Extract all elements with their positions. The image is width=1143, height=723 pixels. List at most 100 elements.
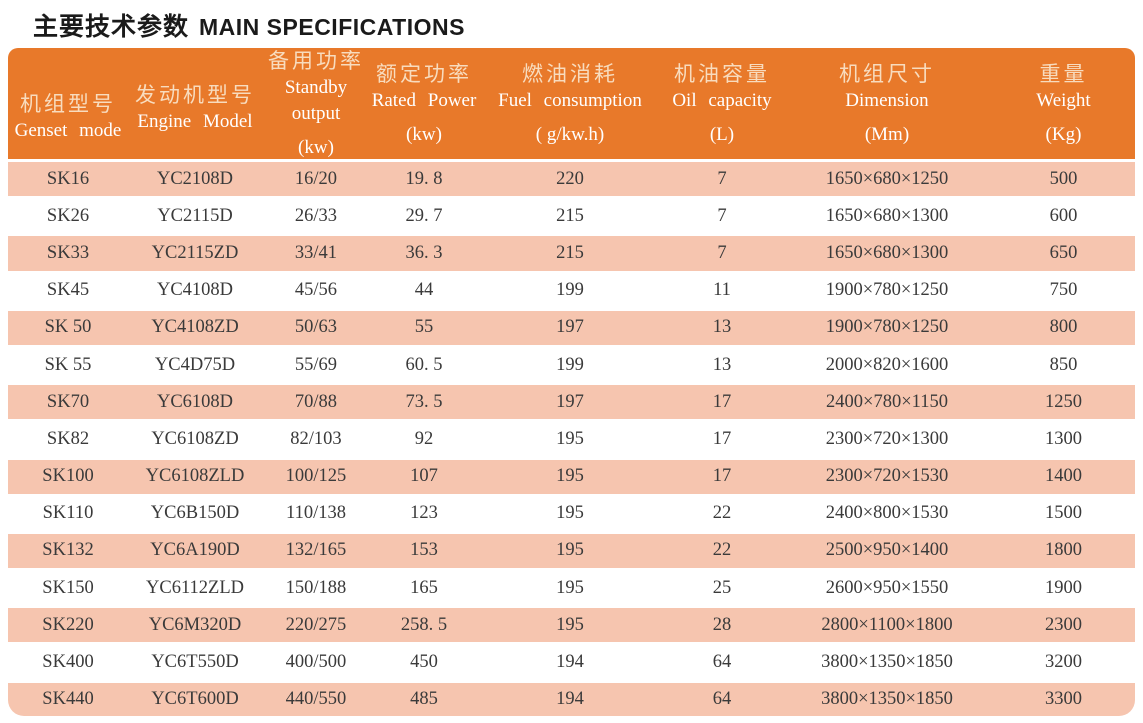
column-header-en: Genset mode bbox=[14, 120, 122, 141]
table-cell: 45/56 bbox=[294, 280, 338, 301]
table-cell: 1900×780×1250 bbox=[825, 280, 949, 301]
column-header: 机组尺寸 Dimension (Mm) bbox=[782, 48, 992, 161]
table-cell: YC6M320D bbox=[128, 605, 262, 646]
table-cell: 750 bbox=[1049, 280, 1078, 301]
table-cell: 19. 8 bbox=[370, 158, 478, 200]
table-row: SK150 YC6112ZLD 150/188 165 195 25 2600×950×15… bbox=[8, 570, 1135, 607]
column-header-en: Oil capacity bbox=[672, 90, 772, 111]
table-cell: SK132 bbox=[8, 530, 128, 572]
table-head: 机组型号 Genset mode 发动机型号 Engine Model 备用功率 Stan… bbox=[8, 48, 1135, 161]
table-cell: 197 bbox=[478, 307, 662, 348]
table-row: SK 55 YC4D75D 55/69 60. 5 199 13 2000×820×1600… bbox=[8, 346, 1135, 383]
table-row: SK100 YC6108ZLD 100/125 107 195 17 2300×720×15… bbox=[8, 456, 1135, 497]
column-header-content: 机组尺寸 Dimension (Mm) bbox=[782, 61, 992, 146]
table-body: SK16 YC2108D 16/20 19. 8 220 7 1650×680×1250 50… bbox=[8, 158, 1135, 716]
table-cell: 132/165 bbox=[262, 530, 370, 572]
table-cell: 1250 bbox=[992, 382, 1135, 423]
table-cell: 1650×680×1300 bbox=[825, 205, 949, 226]
column-header-unit: (kw) bbox=[406, 124, 442, 145]
table-cell: 197 bbox=[478, 382, 662, 423]
table-cell: 199 bbox=[556, 354, 584, 375]
table-cell: 3800×1350×1850 bbox=[782, 679, 992, 716]
table-cell: 26/33 bbox=[294, 205, 338, 226]
table-cell: YC6108ZLD bbox=[128, 456, 262, 497]
table-cell: 195 bbox=[478, 605, 662, 646]
table-row: SK132 YC6A190D 132/165 153 195 22 2500×950×140… bbox=[8, 530, 1135, 572]
table-row: SK26 YC2115D 26/33 29. 7 215 7 1650×680×1300 60… bbox=[8, 198, 1135, 235]
column-header-content: 重量 Weight (Kg) bbox=[992, 61, 1135, 146]
table-cell: SK400 bbox=[42, 652, 94, 673]
column-header-zh: 机组型号 bbox=[20, 92, 116, 116]
page-title-en: MAIN SPECIFICATIONS bbox=[199, 14, 465, 40]
table-row: SK16 YC2108D 16/20 19. 8 220 7 1650×680×1250 50… bbox=[8, 158, 1135, 200]
table-cell: 1900 bbox=[1045, 577, 1082, 598]
table-cell: SK26 bbox=[46, 205, 90, 226]
table-cell: 194 bbox=[478, 679, 662, 716]
table-cell: 17 bbox=[662, 456, 782, 497]
table-cell: SK70 bbox=[8, 382, 128, 423]
table-cell: YC4D75D bbox=[154, 354, 236, 375]
column-header-en: Weight bbox=[1036, 90, 1091, 111]
table-cell: YC6108D bbox=[128, 382, 262, 423]
table-cell: 400/500 bbox=[285, 652, 347, 673]
table-cell: 64 bbox=[712, 652, 732, 673]
table-cell: 220 bbox=[478, 158, 662, 200]
table-cell: 258. 5 bbox=[370, 605, 478, 646]
table-cell: YC2115D bbox=[157, 205, 233, 226]
table-cell: YC4108D bbox=[156, 280, 234, 301]
column-header-content: 额定功率 Rated Power (kw) bbox=[370, 61, 478, 146]
column-header-zh: 燃油消耗 bbox=[522, 62, 618, 86]
table-row: SK440 YC6T600D 440/550 485 194 64 3800×1350×18… bbox=[8, 679, 1135, 716]
table-cell: 50/63 bbox=[262, 307, 370, 348]
column-header-unit: (Kg) bbox=[1045, 124, 1082, 145]
table-cell: 2400×780×1150 bbox=[782, 382, 992, 423]
table-cell: 22 bbox=[662, 530, 782, 572]
column-header: 发动机型号 Engine Model bbox=[128, 48, 262, 161]
table-cell: 2300 bbox=[992, 605, 1135, 646]
table-cell: 3200 bbox=[1045, 652, 1082, 673]
table-row: SK70 YC6108D 70/88 73. 5 197 17 2400×780×1150 1… bbox=[8, 382, 1135, 423]
table-cell: 2500×950×1400 bbox=[782, 530, 992, 572]
table-cell: YC2108D bbox=[128, 158, 262, 200]
table-cell: YC6A190D bbox=[128, 530, 262, 572]
column-header-en: Engine Model bbox=[137, 111, 253, 132]
table-cell: SK440 bbox=[8, 679, 128, 716]
table-cell: 60. 5 bbox=[405, 354, 443, 375]
table-cell: 2000×820×1600 bbox=[825, 354, 949, 375]
table-cell: 215 bbox=[478, 233, 662, 274]
table-cell: SK33 bbox=[8, 233, 128, 274]
page-title-zh: 主要技术参数 bbox=[33, 13, 190, 41]
column-header-en: Rated Power bbox=[371, 90, 477, 111]
table-row: SK220 YC6M320D 220/275 258. 5 195 28 2800×1100… bbox=[8, 605, 1135, 646]
table-cell: 800 bbox=[992, 307, 1135, 348]
table-cell: 2800×1100×1800 bbox=[782, 605, 992, 646]
table-header-row: 机组型号 Genset mode 发动机型号 Engine Model 备用功率 Stan… bbox=[8, 48, 1135, 161]
table-row: SK110 YC6B150D 110/138 123 195 22 2400×800×153… bbox=[8, 495, 1135, 532]
table-cell: 22 bbox=[712, 503, 732, 524]
table-cell: 195 bbox=[556, 503, 584, 524]
table-cell: 92 bbox=[414, 428, 434, 449]
table-cell: 195 bbox=[556, 428, 584, 449]
column-header-zh: 机组尺寸 bbox=[839, 62, 935, 86]
table-cell: 17 bbox=[662, 382, 782, 423]
column-header: 重量 Weight (Kg) bbox=[992, 48, 1135, 161]
column-header: 机油容量 Oil capacity (L) bbox=[662, 48, 782, 161]
table-cell: 195 bbox=[478, 456, 662, 497]
column-header-zh: 机油容量 bbox=[674, 62, 770, 86]
table-cell: 17 bbox=[712, 428, 732, 449]
column-header-en: Standby output bbox=[284, 77, 348, 124]
table-cell: 25 bbox=[712, 577, 732, 598]
table-row: SK33 YC2115ZD 33/41 36. 3 215 7 1650×680×1300 6… bbox=[8, 233, 1135, 274]
table-cell: 2400×800×1530 bbox=[825, 503, 949, 524]
table-cell: 3800×1350×1850 bbox=[821, 652, 953, 673]
table-cell: 7 bbox=[662, 158, 782, 200]
table-cell: 55/69 bbox=[294, 354, 338, 375]
table-row: SK 50 YC4108ZD 50/63 55 197 13 1900×780×1250 80… bbox=[8, 307, 1135, 348]
table-cell: 1500 bbox=[1045, 503, 1082, 524]
table-cell: 500 bbox=[992, 158, 1135, 200]
table-cell: 64 bbox=[662, 679, 782, 716]
column-header-unit: (kw) bbox=[298, 137, 334, 158]
table-cell: 1900×780×1250 bbox=[782, 307, 992, 348]
table-cell: YC6T550D bbox=[151, 652, 239, 673]
